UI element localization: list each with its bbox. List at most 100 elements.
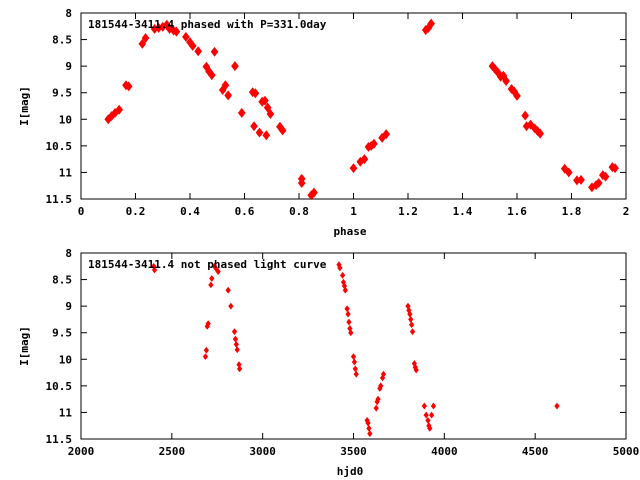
data-point — [237, 107, 246, 118]
data-point — [250, 121, 258, 132]
data-point — [560, 163, 569, 174]
unphased-x-axis-label: hjd0 — [337, 465, 364, 478]
data-point — [375, 395, 381, 403]
data-point — [266, 108, 275, 119]
data-point — [380, 370, 387, 378]
data-point — [234, 346, 240, 354]
data-point — [208, 281, 214, 289]
unphased-x-tick-labels: 2000 2500 3000 3500 4000 4500 5000 — [68, 445, 640, 458]
data-point — [225, 286, 231, 294]
phased-y-axis-label: I[mag] — [18, 86, 31, 126]
data-point — [365, 419, 371, 427]
data-point — [407, 310, 413, 318]
data-point — [297, 178, 306, 189]
data-point — [370, 138, 378, 149]
data-point — [224, 90, 232, 101]
phased-light-curve-panel: 0 0.2 0.4 0.6 0.8 1 1.2 1.4 1.6 1.8 2 8 8.5 9 9.5 10 10… — [18, 7, 629, 238]
data-point — [231, 328, 238, 336]
data-point — [352, 365, 358, 373]
unphased-y-tick-labels: 8 8.5 9 9.5 10 10.5 11 11.5 — [46, 247, 73, 446]
unphased-light-curve-panel: 2000 2500 3000 3500 4000 4500 5000 8 8.5 9 9.5 10 1… — [18, 247, 639, 478]
phased-x-tick-labels: 0 0.2 0.4 0.6 0.8 1 1.2 1.4 1.6 1.8 2 — [78, 205, 630, 218]
data-point — [337, 264, 343, 272]
data-point — [594, 178, 603, 189]
y-tick-label: 10.5 — [46, 140, 73, 153]
data-point — [261, 95, 269, 106]
data-point — [346, 318, 352, 326]
x-tick-label: 5000 — [613, 445, 640, 458]
data-point — [342, 286, 348, 294]
x-tick-label: 4500 — [522, 445, 549, 458]
data-point — [255, 127, 264, 138]
x-tick-label: 1.4 — [453, 205, 473, 218]
y-tick-label: 8 — [65, 247, 72, 260]
data-point — [203, 346, 209, 354]
y-tick-label: 8.5 — [52, 274, 72, 287]
data-point — [409, 328, 416, 336]
data-point — [350, 353, 357, 361]
unphased-y-axis-label: I[mag] — [18, 326, 31, 366]
unphased-chart-title: 181544-3411.4 not phased light curve — [88, 258, 327, 271]
data-point — [413, 366, 419, 374]
data-point — [194, 46, 203, 57]
x-tick-label: 4000 — [431, 445, 458, 458]
x-tick-label: 3000 — [249, 445, 276, 458]
data-point — [373, 404, 379, 412]
data-point — [425, 416, 431, 424]
data-point — [202, 353, 209, 361]
y-tick-label: 9.5 — [52, 87, 72, 100]
data-point — [210, 46, 219, 57]
unphased-data-points — [151, 261, 560, 438]
data-point — [138, 38, 147, 49]
data-point — [231, 61, 239, 72]
x-tick-label: 0.8 — [289, 205, 309, 218]
data-point — [378, 382, 384, 390]
data-point — [205, 320, 211, 328]
data-point — [172, 26, 181, 37]
data-point — [221, 80, 230, 91]
data-point — [349, 163, 358, 174]
data-point — [278, 125, 287, 136]
data-point — [408, 316, 414, 323]
data-point — [366, 424, 372, 432]
data-point — [209, 275, 215, 282]
data-point — [554, 402, 560, 410]
data-point — [188, 40, 197, 51]
data-point — [310, 187, 318, 198]
data-point — [228, 302, 234, 310]
data-point — [115, 104, 123, 115]
y-tick-label: 10 — [59, 353, 72, 366]
data-point — [263, 102, 272, 113]
data-point — [251, 88, 260, 99]
x-tick-label: 0.4 — [180, 205, 200, 218]
data-point — [351, 358, 358, 366]
x-tick-label: 3500 — [340, 445, 367, 458]
phased-y-tick-labels: 8 8.5 9 9.5 10 10.5 11 11.5 — [46, 7, 73, 206]
data-point — [367, 430, 373, 438]
x-tick-label: 0.2 — [126, 205, 146, 218]
x-tick-label: 0 — [78, 205, 85, 218]
data-point — [382, 129, 391, 140]
y-tick-label: 8 — [65, 7, 72, 20]
data-point — [236, 365, 243, 373]
data-point — [345, 310, 351, 318]
y-tick-label: 8.5 — [52, 34, 72, 47]
data-point — [430, 402, 437, 410]
y-tick-label: 11.5 — [46, 193, 73, 206]
data-point — [233, 340, 239, 348]
data-point — [360, 154, 369, 165]
data-point — [611, 163, 619, 174]
data-point — [427, 18, 435, 29]
y-tick-label: 11 — [59, 166, 73, 179]
data-point — [262, 130, 271, 141]
y-tick-label: 9 — [65, 300, 72, 313]
data-point — [564, 167, 573, 178]
y-tick-label: 11 — [59, 406, 73, 419]
data-point — [124, 81, 133, 92]
data-point — [141, 32, 150, 43]
data-point — [421, 402, 427, 410]
data-point — [428, 411, 435, 419]
phased-x-axis-label: phase — [333, 225, 366, 238]
data-point — [348, 329, 354, 337]
